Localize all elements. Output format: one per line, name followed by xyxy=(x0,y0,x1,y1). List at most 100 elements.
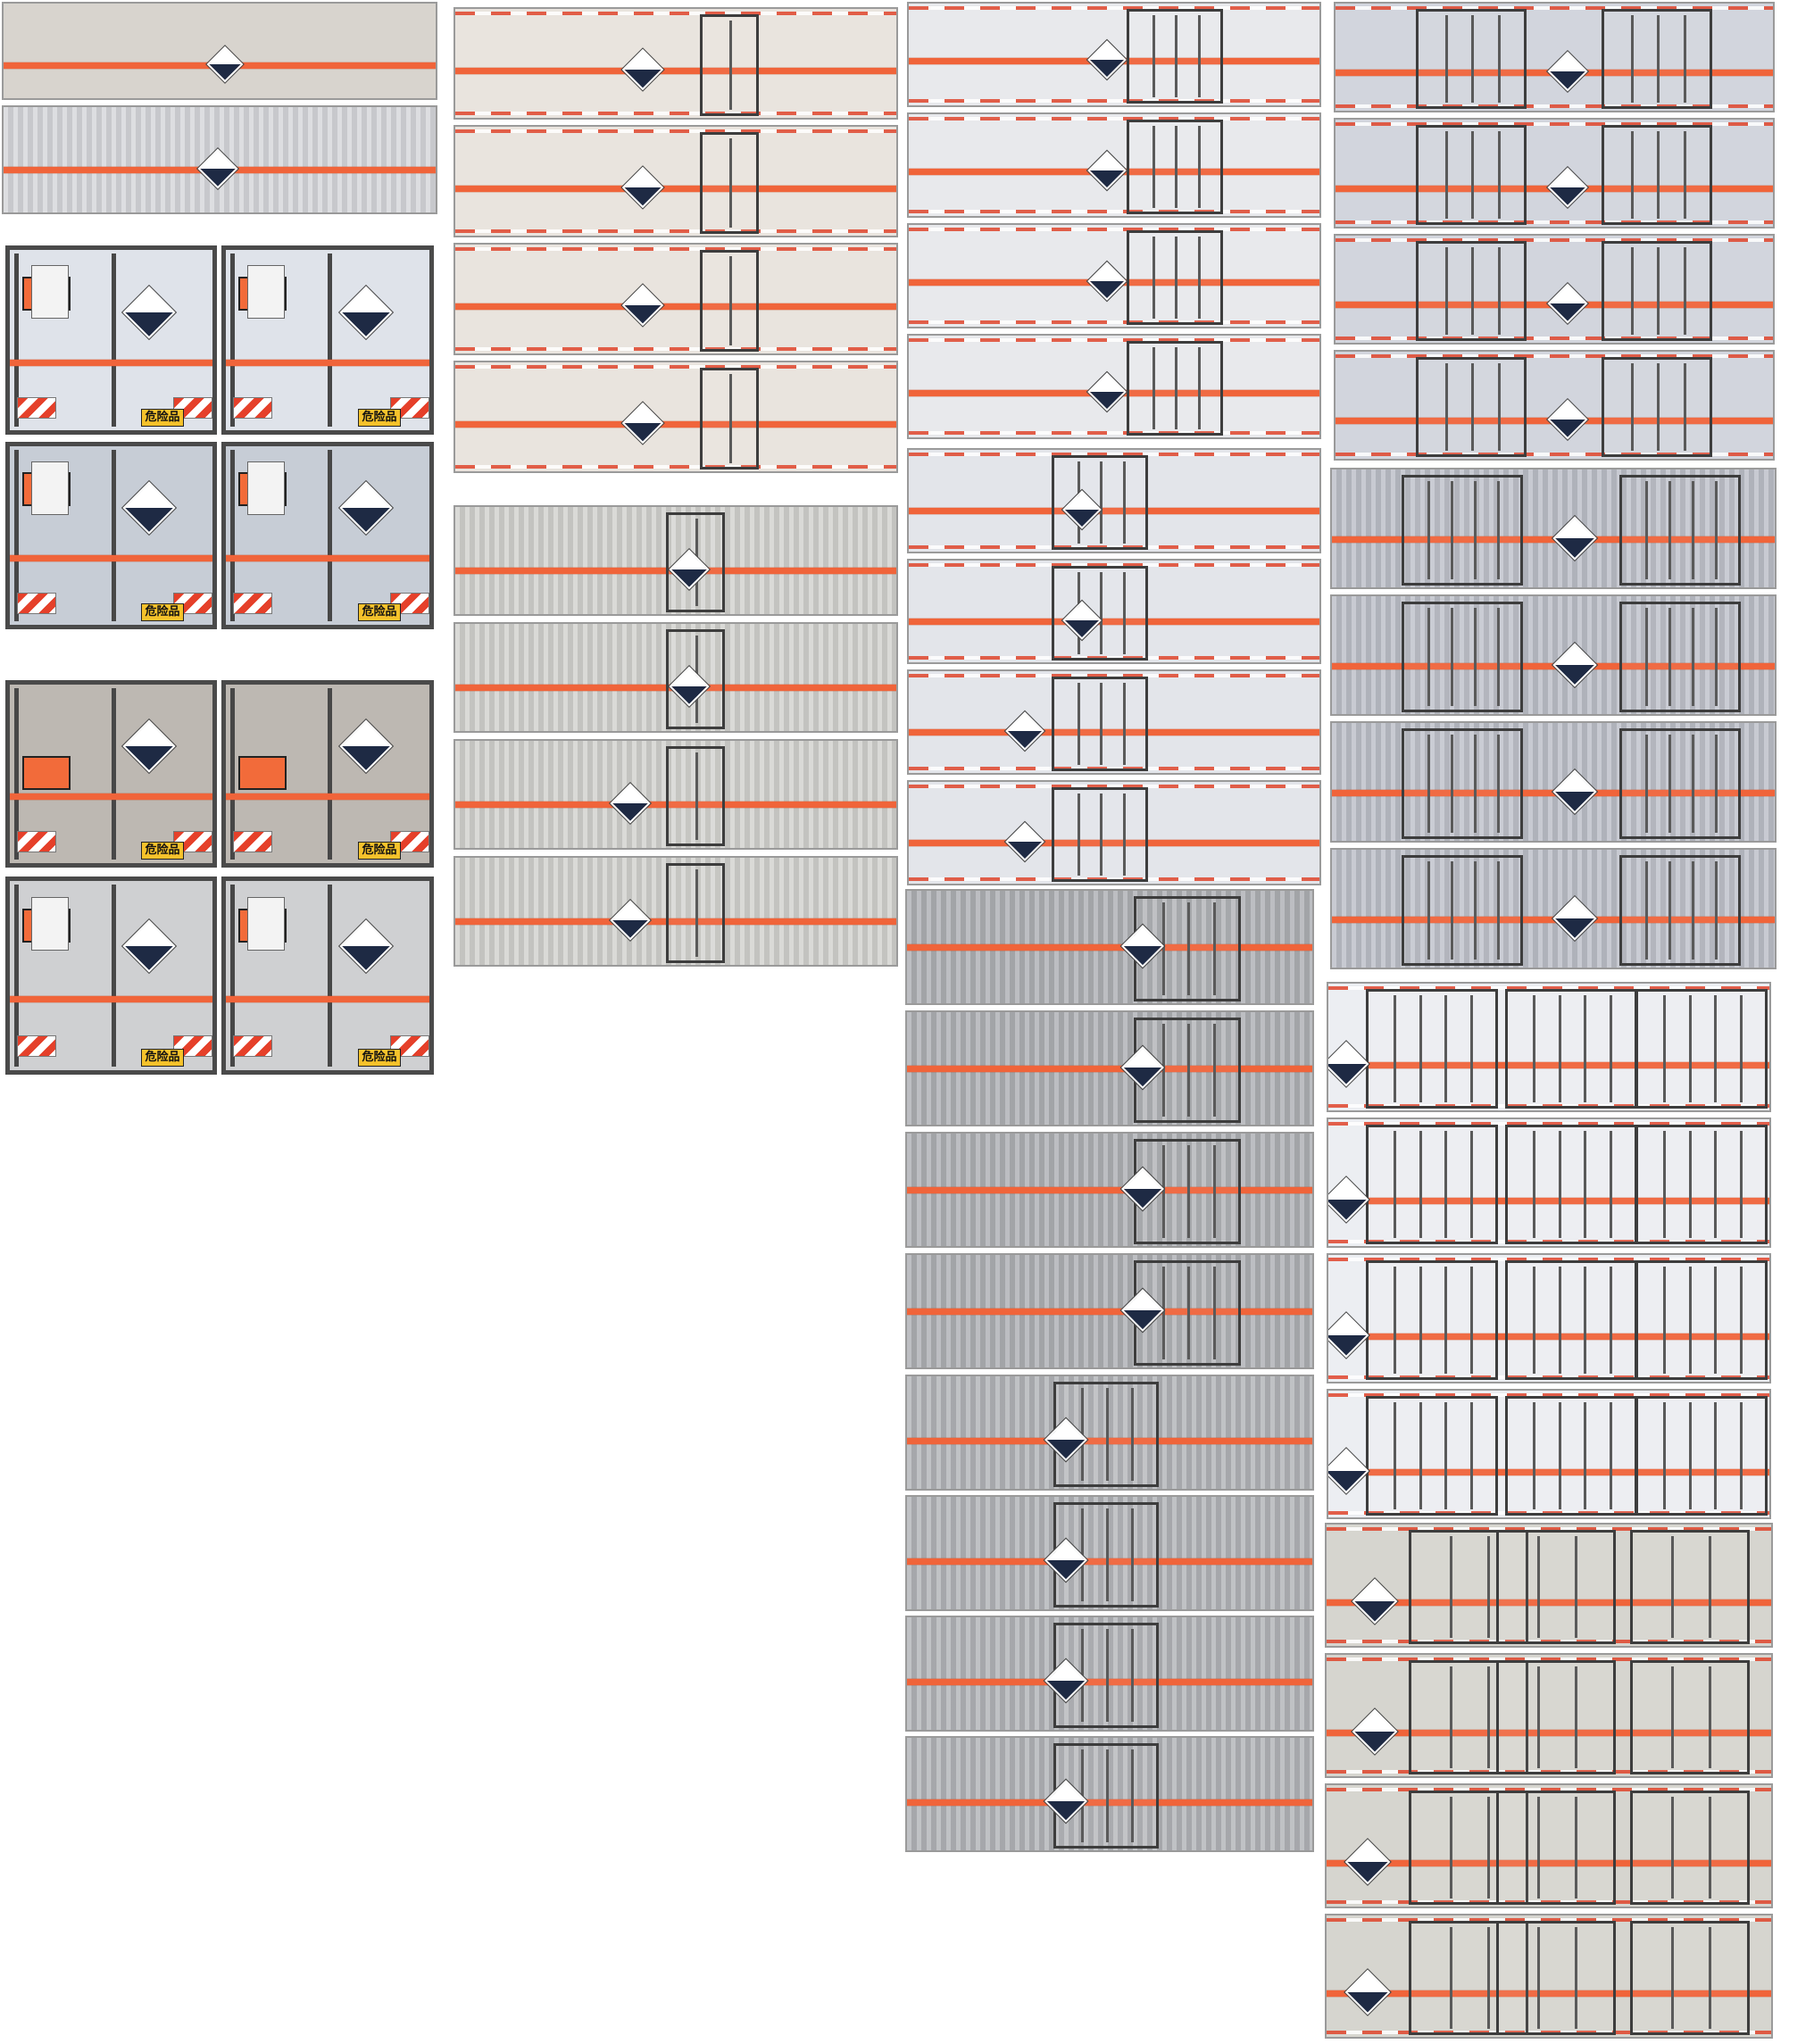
locking-rod xyxy=(1684,131,1686,219)
cargo-door xyxy=(1505,1396,1637,1516)
reflective-dash-bottom xyxy=(1336,337,1773,340)
cargo-door xyxy=(1496,1791,1616,1905)
side-view-panel xyxy=(1325,1653,1773,1778)
cargo-door xyxy=(1630,1921,1750,2035)
locking-rod xyxy=(1106,1388,1109,1481)
door-post xyxy=(112,253,116,427)
locking-rod xyxy=(1451,608,1453,706)
hazard-diamond-icon xyxy=(121,718,178,775)
reflective-stripe xyxy=(907,944,1312,951)
hazard-diamond-icon xyxy=(205,45,245,84)
locking-rod xyxy=(1198,347,1201,429)
locking-rod xyxy=(1474,735,1477,833)
rear-view-panel: 危险品 xyxy=(5,680,217,868)
locking-rod xyxy=(1175,126,1177,208)
locking-rod xyxy=(1689,1267,1692,1374)
reflective-stripe xyxy=(1327,1990,1771,1997)
cargo-door xyxy=(1366,989,1498,1109)
locking-rod xyxy=(1162,1024,1165,1117)
cargo-door xyxy=(1416,9,1527,109)
reflective-dash-bottom xyxy=(455,229,896,233)
reflective-stripe xyxy=(909,508,1319,514)
cargo-door xyxy=(1635,1125,1768,1244)
hazard-diamond-icon xyxy=(1351,1577,1399,1625)
locking-rod xyxy=(1533,1402,1535,1509)
locking-rod xyxy=(1123,683,1126,765)
locking-rod xyxy=(1692,861,1694,960)
cargo-door xyxy=(1630,1530,1750,1644)
danger-sign: 危险品 xyxy=(141,409,184,427)
side-view-panel xyxy=(454,739,898,850)
locking-rod xyxy=(1668,735,1671,833)
cargo-door xyxy=(1416,357,1527,457)
reflective-dash-bottom xyxy=(909,210,1319,213)
hazard-diamond-icon xyxy=(1545,49,1590,94)
hazard-diamond-icon xyxy=(337,718,395,775)
side-view-panel xyxy=(454,7,898,120)
locking-rod xyxy=(1445,363,1448,451)
cargo-door xyxy=(700,132,759,234)
reflective-dash-top xyxy=(909,228,1319,231)
locking-rod xyxy=(1684,15,1686,103)
hazard-diamond-icon xyxy=(620,401,665,445)
reflective-dash-top xyxy=(1336,354,1773,358)
hazard-diamond-icon xyxy=(1545,165,1590,210)
reflective-stripe xyxy=(907,1187,1312,1193)
locking-rod xyxy=(729,256,732,345)
reflective-stripe xyxy=(455,186,896,192)
locking-rod xyxy=(1419,1402,1422,1509)
reflective-stripe xyxy=(907,1679,1312,1685)
cargo-door xyxy=(1635,1396,1768,1516)
warning-chevron-left xyxy=(17,397,56,419)
cargo-door xyxy=(1635,989,1768,1109)
reflective-dash-top xyxy=(1327,1527,1771,1531)
locking-rod xyxy=(1657,15,1660,103)
info-placard xyxy=(31,265,69,319)
cargo-door xyxy=(1409,1660,1528,1774)
locking-rod xyxy=(1152,126,1155,208)
locking-rod xyxy=(1213,1024,1216,1117)
reflective-stripe xyxy=(226,360,429,366)
locking-rod xyxy=(1709,1927,1711,2029)
hazard-diamond-icon xyxy=(1328,1447,1370,1495)
hazard-diamond-icon xyxy=(1551,514,1599,562)
side-view-panel xyxy=(1334,234,1775,345)
locking-rod xyxy=(1100,572,1103,654)
locking-rod xyxy=(1445,247,1448,335)
locking-rod xyxy=(1419,1267,1422,1374)
reflective-dash-top xyxy=(909,563,1319,567)
locking-rod xyxy=(1474,861,1477,960)
side-view-panel xyxy=(2,105,437,214)
side-view-panel xyxy=(1327,1389,1771,1519)
door-post xyxy=(328,688,332,860)
hazard-diamond-icon xyxy=(1086,370,1128,413)
hazard-diamond-icon xyxy=(121,284,178,341)
cargo-door xyxy=(1602,357,1712,457)
side-view-panel xyxy=(905,1010,1314,1126)
locking-rod xyxy=(1100,683,1103,765)
reflective-stripe xyxy=(907,1438,1312,1444)
cargo-door xyxy=(1635,1260,1768,1380)
reflective-stripe xyxy=(907,1066,1312,1072)
reflective-stripe xyxy=(455,802,896,808)
side-view-panel xyxy=(1330,848,1777,969)
hazard-diamond-icon xyxy=(608,898,653,943)
locking-rod xyxy=(1689,1402,1692,1509)
locking-rod xyxy=(1671,1536,1674,1638)
cargo-door xyxy=(1619,602,1741,712)
locking-rod xyxy=(1123,572,1126,654)
locking-rod xyxy=(1474,481,1477,579)
locking-rod xyxy=(1645,735,1648,833)
locking-rod xyxy=(1714,995,1717,1102)
locking-rod xyxy=(1470,995,1473,1102)
side-view-panel xyxy=(1325,1783,1773,1908)
locking-rod xyxy=(1533,1267,1535,1374)
locking-rod xyxy=(1474,608,1477,706)
side-view-panel xyxy=(907,112,1321,218)
cargo-door xyxy=(1409,1530,1528,1644)
locking-rod xyxy=(1175,347,1177,429)
door-post xyxy=(429,885,434,1067)
door-post xyxy=(429,253,434,427)
reflective-stripe xyxy=(226,555,429,561)
locking-rod xyxy=(1162,902,1165,995)
